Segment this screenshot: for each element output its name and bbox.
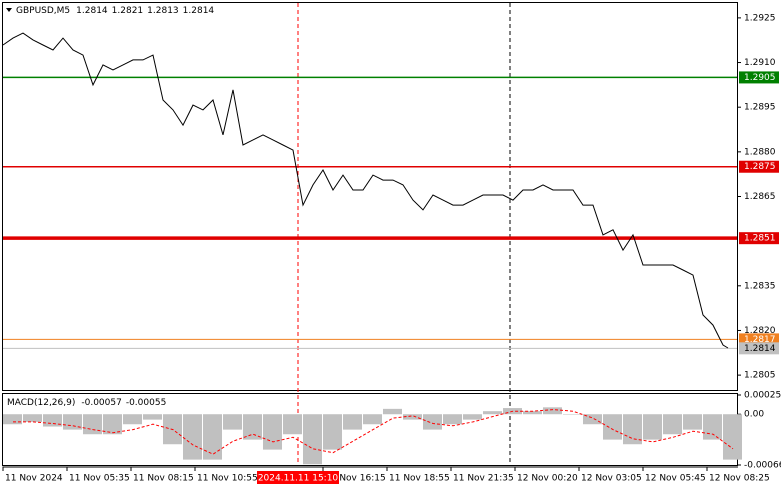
y-tick-label: 1.2865 <box>744 192 776 202</box>
y-tick-label: 1.2805 <box>744 371 776 381</box>
histogram-bar <box>543 407 562 415</box>
histogram-bar <box>103 414 122 435</box>
level-label-box <box>739 71 779 84</box>
readout-value: 1.2821 <box>112 6 144 16</box>
histogram-bar <box>703 414 722 440</box>
histogram-bar <box>143 414 162 420</box>
y-tick-label: 1.2820 <box>744 326 776 336</box>
histogram-bar <box>323 414 342 450</box>
histogram-bar <box>723 414 742 460</box>
y-tick-label: 1.2925 <box>744 13 776 23</box>
readout-value: -0.00055 <box>126 398 166 408</box>
level-label: 1.2875 <box>744 162 776 172</box>
histogram-bar <box>463 414 482 420</box>
x-tick-label: 12 Nov 00:20 <box>517 474 578 484</box>
x-tick-label: 11 Nov 21:35 <box>453 474 514 484</box>
histogram-bar <box>643 414 662 440</box>
histogram-bar <box>683 414 702 430</box>
level-label-box <box>739 160 779 173</box>
signal-line <box>13 409 734 455</box>
level-label: 1.2817 <box>744 335 776 345</box>
menu-arrow[interactable] <box>6 8 12 12</box>
level-label-box <box>739 342 779 355</box>
histogram-bar <box>563 414 582 415</box>
histogram-bar <box>23 414 42 422</box>
readout-value: -0.00057 <box>81 398 121 408</box>
histogram-bar <box>403 414 422 420</box>
histogram-bar <box>43 414 62 427</box>
histogram-bar <box>423 414 442 430</box>
readout-value: 1.2813 <box>147 6 179 16</box>
symbol: GBPUSD,M5 <box>16 6 70 16</box>
histogram-bar <box>663 414 682 435</box>
histogram-bar <box>623 414 642 445</box>
histogram-bar <box>483 411 502 415</box>
x-tick-label: 11 Nov 18:55 <box>389 474 450 484</box>
level-label: 1.2814 <box>744 344 776 354</box>
x-tick-label: 11 Nov 08:15 <box>133 474 194 484</box>
histogram-bar <box>203 414 222 460</box>
histogram-bar <box>263 414 282 450</box>
histogram-bar <box>3 414 22 425</box>
x-tick-label: 12 Nov 05:45 <box>645 474 706 484</box>
symbol: MACD(12,26,9) <box>7 398 75 408</box>
y-tick-label: 1.2835 <box>744 281 776 291</box>
y-tick-label: 0.00025 <box>744 391 781 401</box>
histogram-bar <box>243 414 262 440</box>
time-label-box <box>257 471 339 484</box>
level-label: 1.2851 <box>744 234 776 244</box>
level-label-box <box>739 232 779 245</box>
histogram-bar <box>123 414 142 425</box>
histogram-bar <box>583 414 602 425</box>
histogram-bar <box>363 414 382 425</box>
histogram-bar <box>603 414 622 440</box>
histogram-bar <box>383 408 402 415</box>
panel-title: GBPUSD,M5 1.2814 1.2821 1.2813 1.2814 <box>16 6 214 16</box>
price-line <box>2 32 729 349</box>
histogram-bar <box>183 414 202 460</box>
y-tick-label: -0.00066 <box>744 461 781 471</box>
histogram-bar <box>63 414 82 430</box>
x-tick-label: 11 Nov 10:55 <box>197 474 258 484</box>
histogram-bar <box>83 414 102 435</box>
histogram-bar <box>523 411 542 415</box>
readout-value: 1.2814 <box>183 6 215 16</box>
level-label: 1.2905 <box>744 73 776 83</box>
y-tick-label: 1.2895 <box>744 103 776 113</box>
y-tick-label: 0.00 <box>744 410 764 420</box>
histogram-bar <box>303 414 322 465</box>
histogram-bar <box>443 414 462 425</box>
x-tick-label: 12 Nov 08:25 <box>709 474 770 484</box>
x-tick-label: 11 Nov 2024 <box>5 474 63 484</box>
x-tick-label: 11 Nov 05:35 <box>69 474 130 484</box>
y-tick-label: 1.2910 <box>744 58 776 68</box>
panel-title: MACD(12,26,9) -0.00057 -0.00055 <box>7 398 166 408</box>
readout-value: 1.2814 <box>76 6 108 16</box>
x-tick-label: 12 Nov 03:05 <box>581 474 642 484</box>
x-tick-label: 11 Nov 16:15 <box>325 474 386 484</box>
y-tick-label: 1.2880 <box>744 147 776 157</box>
histogram-bar <box>223 414 242 430</box>
histogram-bar <box>343 414 362 430</box>
time-label: 2024.11.11 15:10 <box>258 474 339 484</box>
histogram-bar <box>283 414 302 435</box>
